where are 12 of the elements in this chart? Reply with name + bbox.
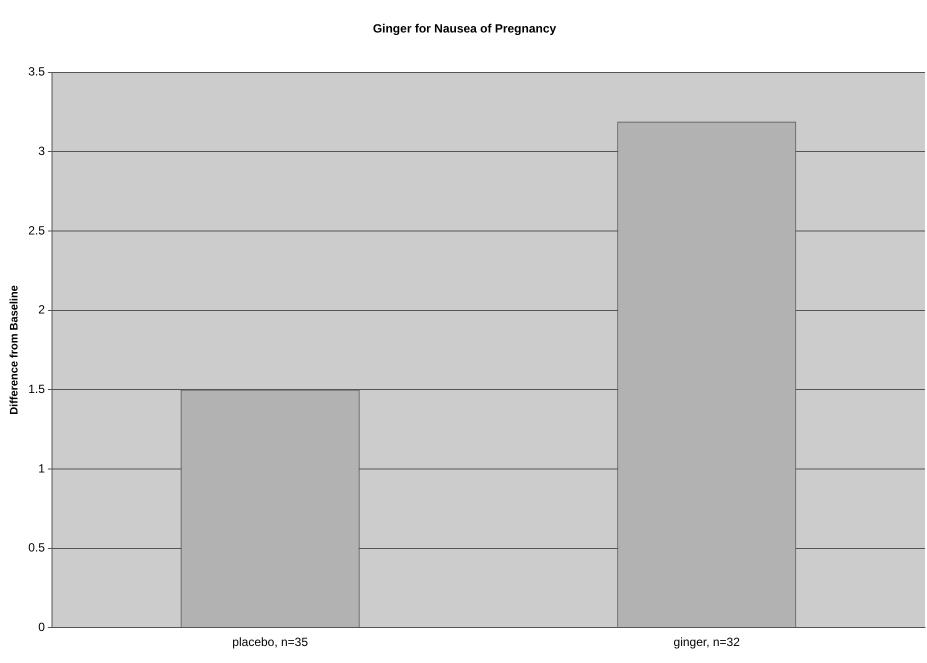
chart-title: Ginger for Nausea of Pregnancy (372, 22, 557, 36)
x-tick-label: ginger, n=32 (674, 635, 740, 650)
y-tick-label: 1.5 (28, 382, 46, 396)
y-tick-label: 0 (38, 620, 46, 634)
y-tick-label: 3 (38, 144, 46, 158)
y-tick-label: 2.5 (28, 223, 46, 238)
y-tick-label: 3.5 (28, 64, 46, 79)
y-tick-label: 2 (38, 302, 46, 317)
x-tick-label: placebo, n=35 (232, 635, 308, 650)
y-tick-label: 1 (38, 461, 46, 476)
y-axis-title: Difference from Baseline (8, 285, 21, 415)
y-tick-label: 0.5 (28, 540, 46, 555)
